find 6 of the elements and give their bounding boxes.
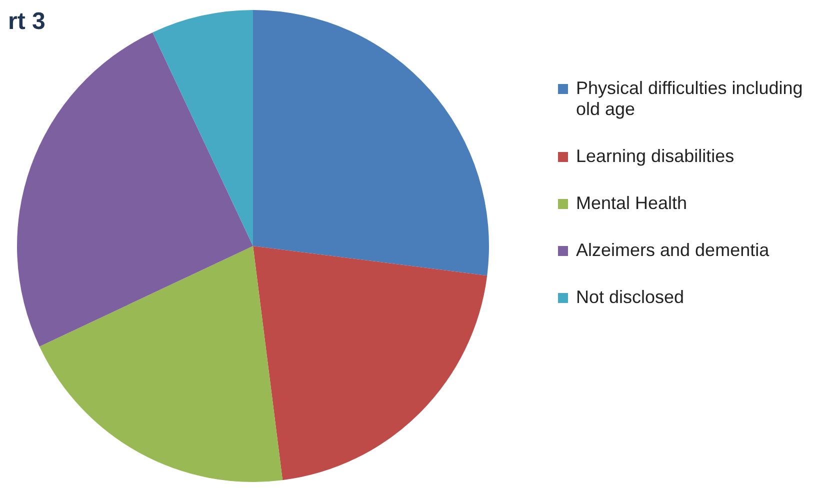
legend-label: Not disclosed <box>576 287 684 308</box>
legend-label: Alzeimers and dementia <box>576 240 770 261</box>
legend-label: Physical difficulties including old age <box>576 78 804 120</box>
legend-label: Mental Health <box>576 193 688 214</box>
legend-label: Learning disabilities <box>576 146 734 167</box>
chart-title: rt 3 <box>8 8 46 36</box>
